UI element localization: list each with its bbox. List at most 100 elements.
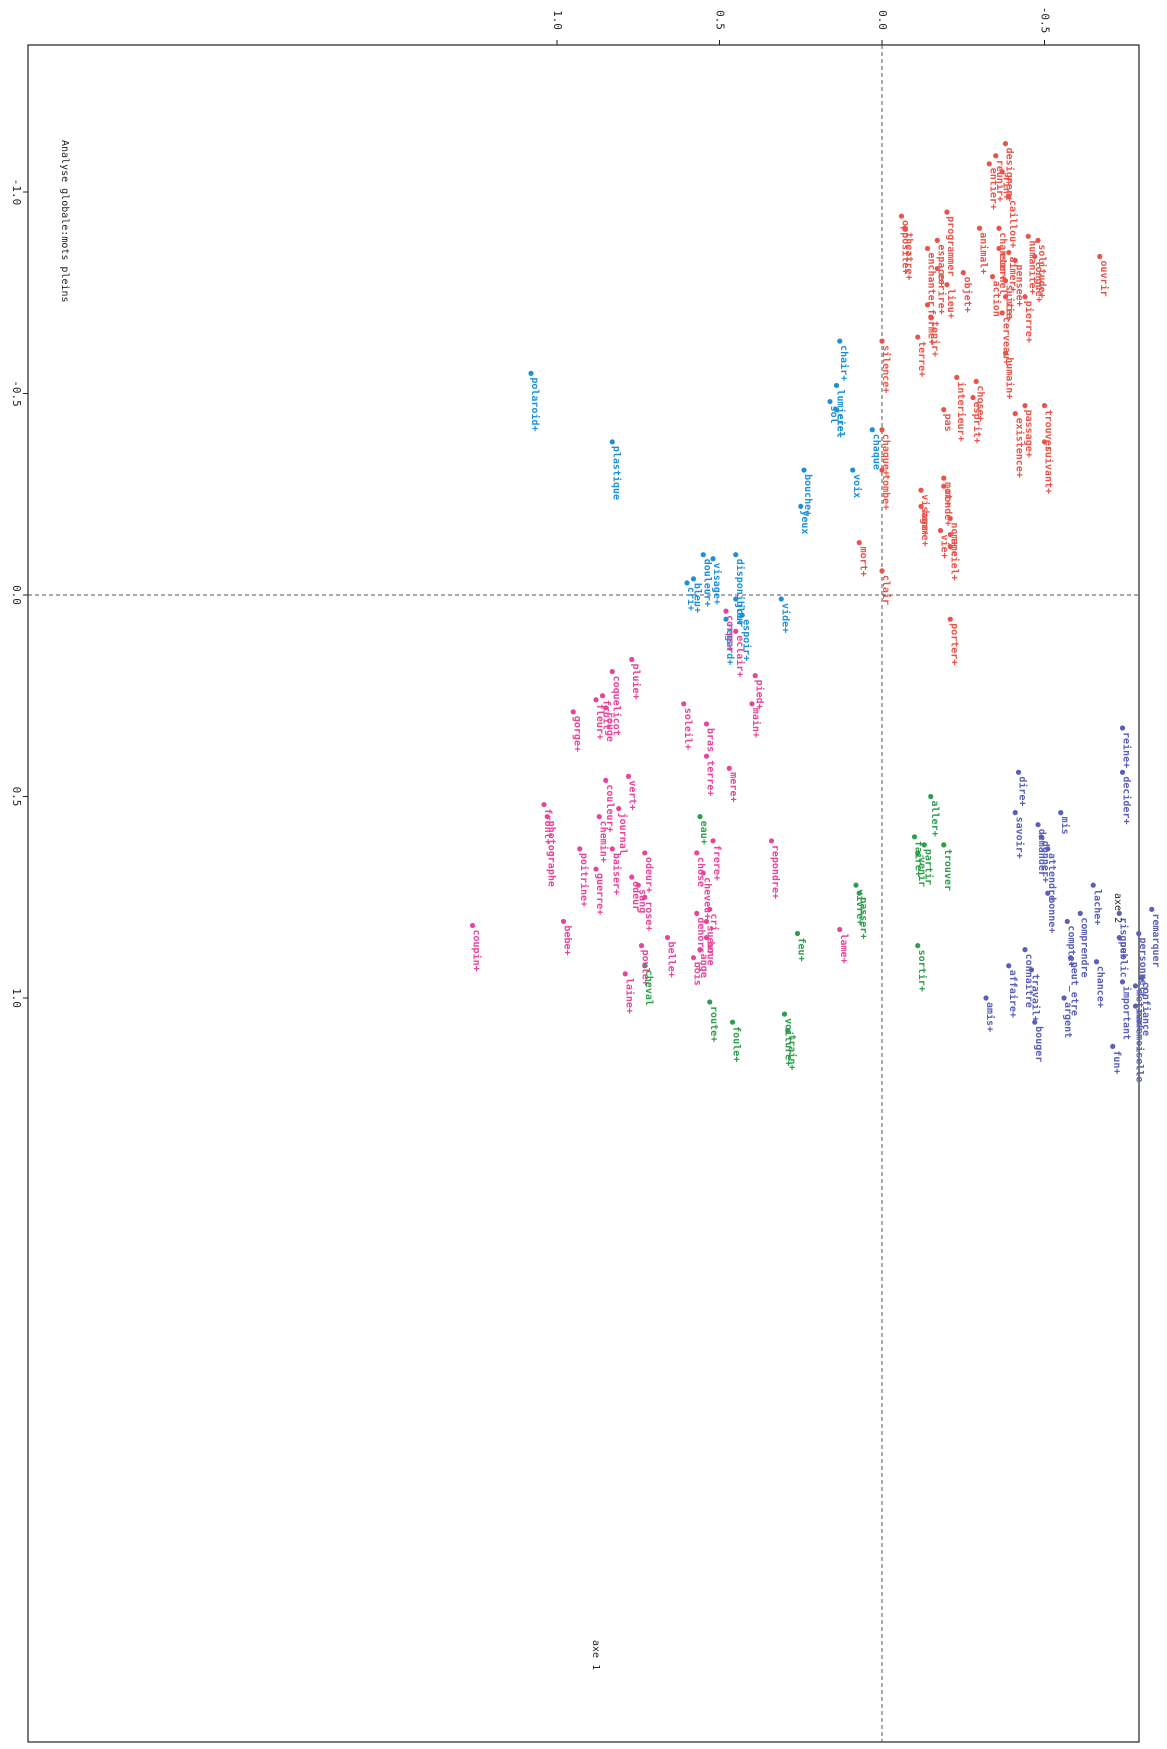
point-label: front+ bbox=[542, 809, 553, 845]
data-point bbox=[1002, 294, 1009, 300]
point-label: pas bbox=[942, 414, 953, 432]
point-label: savoir+ bbox=[1013, 817, 1025, 859]
point-label: chanson+ bbox=[997, 232, 1008, 280]
point-label: mot+ bbox=[942, 482, 953, 506]
x-tick-label: 0.0 bbox=[10, 585, 23, 605]
point-label: poule+ bbox=[640, 950, 651, 986]
point-label: fleur+ bbox=[594, 704, 605, 740]
point-label: laine+ bbox=[623, 978, 635, 1014]
point-label: route+ bbox=[708, 1006, 719, 1042]
point-label: polaroid+ bbox=[529, 377, 541, 431]
point-label: bleu+ bbox=[692, 583, 703, 613]
data-point bbox=[635, 882, 641, 888]
data-point bbox=[749, 701, 755, 707]
data-point bbox=[1025, 233, 1031, 239]
point-label: lieu+ bbox=[945, 289, 957, 319]
data-point bbox=[1022, 402, 1028, 409]
data-point bbox=[752, 673, 758, 679]
y-tick-label: 1.0 bbox=[551, 10, 564, 30]
data-point bbox=[947, 544, 953, 550]
point-label: visage+ bbox=[711, 563, 723, 605]
data-point bbox=[898, 213, 905, 219]
data-point bbox=[638, 943, 645, 949]
data-point bbox=[664, 934, 671, 941]
data-point bbox=[989, 274, 996, 280]
points-layer bbox=[469, 141, 1155, 1049]
data-point bbox=[1012, 257, 1018, 264]
data-point bbox=[1002, 141, 1009, 147]
point-label: vide+ bbox=[779, 603, 791, 633]
point-label: affaire+ bbox=[1007, 970, 1019, 1018]
x-axis-ticks: -1.0 -0.5 0.0 0.5 1.0 bbox=[10, 179, 28, 1008]
data-point bbox=[915, 334, 921, 340]
data-point bbox=[833, 382, 840, 389]
point-label: boue bbox=[705, 942, 716, 966]
point-label: espace+ bbox=[935, 244, 946, 286]
data-point bbox=[733, 596, 739, 602]
data-point bbox=[609, 439, 615, 445]
data-point bbox=[954, 374, 960, 380]
data-point bbox=[928, 314, 934, 320]
data-point bbox=[941, 475, 947, 481]
data-point bbox=[593, 866, 599, 872]
data-point bbox=[593, 697, 599, 703]
point-label: theatre+ bbox=[903, 232, 914, 280]
point-label: nom+ bbox=[948, 522, 959, 546]
data-point bbox=[999, 169, 1005, 175]
data-point bbox=[625, 773, 632, 779]
point-label: eternel bbox=[997, 252, 1008, 294]
data-point bbox=[723, 616, 729, 622]
point-label: bouche+ bbox=[802, 474, 813, 516]
point-label: important bbox=[1121, 986, 1133, 1040]
point-label: sol bbox=[828, 406, 839, 424]
data-point bbox=[1077, 910, 1083, 916]
point-label: pierre+ bbox=[1023, 301, 1035, 343]
point-label: chose+ bbox=[974, 385, 985, 421]
data-point bbox=[850, 467, 856, 473]
y-tick-label: 0.5 bbox=[714, 10, 727, 30]
point-label: suite+ bbox=[1004, 285, 1016, 321]
point-label: interieur+ bbox=[955, 381, 967, 441]
point-label: fruit bbox=[601, 700, 613, 730]
data-point bbox=[1064, 918, 1070, 925]
data-point bbox=[700, 870, 706, 876]
point-label: bras bbox=[705, 728, 716, 752]
point-label: baiser+ bbox=[610, 853, 622, 895]
point-label: comprendre bbox=[1078, 917, 1089, 977]
data-point bbox=[970, 394, 976, 401]
point-label: metier+ bbox=[1134, 990, 1146, 1032]
data-point bbox=[1035, 237, 1041, 243]
point-label: chemin+ bbox=[597, 821, 609, 863]
point-label: public bbox=[1117, 942, 1129, 978]
data-point bbox=[1119, 769, 1126, 775]
point-label: voix bbox=[851, 474, 863, 498]
data-point bbox=[1116, 934, 1122, 941]
data-point bbox=[915, 850, 921, 856]
data-point bbox=[1067, 955, 1074, 961]
point-label: vivre+ bbox=[854, 889, 866, 925]
data-point bbox=[794, 930, 801, 937]
point-label: action bbox=[991, 281, 1003, 317]
point-label: aller+ bbox=[929, 801, 940, 837]
point-label: gorge+ bbox=[571, 716, 582, 752]
point-label: plastique bbox=[610, 446, 622, 500]
data-point bbox=[879, 338, 885, 344]
data-point bbox=[703, 934, 710, 941]
point-label: suivant+ bbox=[1043, 446, 1055, 494]
data-point bbox=[726, 765, 732, 771]
data-point bbox=[544, 814, 550, 820]
data-point bbox=[879, 427, 885, 433]
data-point bbox=[570, 709, 576, 715]
data-point bbox=[1015, 769, 1022, 775]
point-label: ciel+ bbox=[948, 551, 960, 581]
point-label: peut_etre bbox=[1069, 962, 1080, 1016]
point-label: regard+ bbox=[724, 623, 735, 665]
data-point bbox=[599, 693, 606, 699]
point-label: chose bbox=[695, 857, 706, 887]
point-label: sueur bbox=[705, 925, 716, 955]
point-label: jour bbox=[734, 603, 746, 627]
point-label: travail+ bbox=[1030, 974, 1042, 1022]
point-label: odeur bbox=[630, 881, 641, 911]
data-point bbox=[1006, 249, 1012, 256]
point-label: cheveu+ bbox=[701, 877, 712, 919]
